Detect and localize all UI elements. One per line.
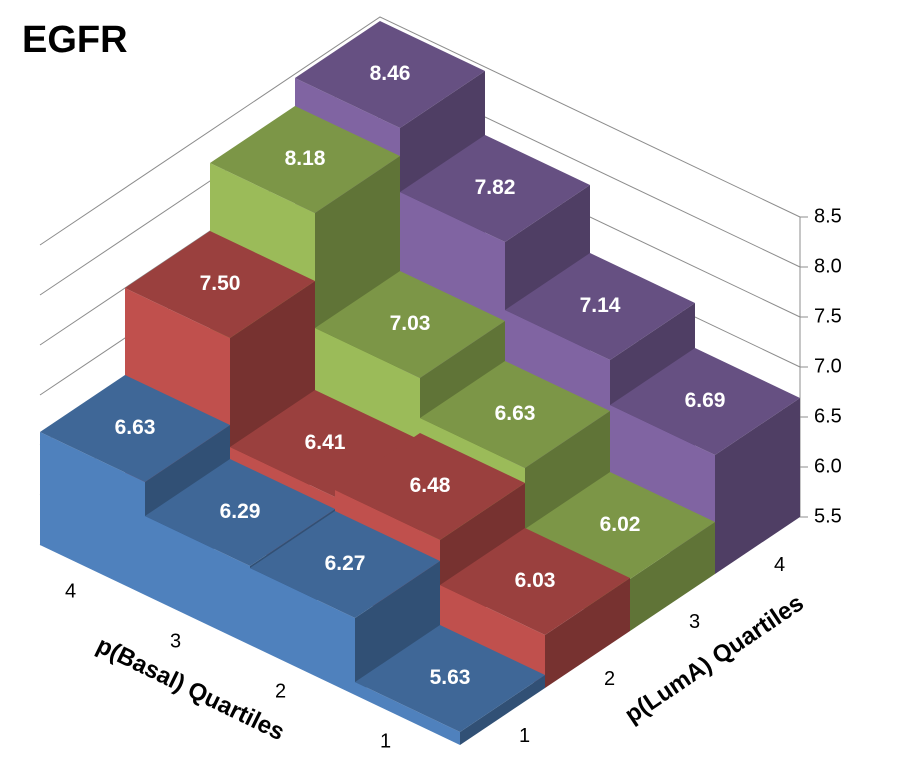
bar-top bbox=[40, 375, 230, 482]
value-label: 6.63 bbox=[115, 416, 156, 439]
value-label: 7.82 bbox=[475, 176, 516, 199]
bar-top bbox=[505, 253, 695, 360]
value-label: 8.46 bbox=[370, 62, 411, 85]
bar-top bbox=[525, 472, 715, 579]
bar-side bbox=[630, 522, 715, 631]
z-tick-label: 2 bbox=[604, 668, 615, 690]
value-label: 7.50 bbox=[200, 272, 241, 295]
bar-front bbox=[250, 568, 355, 695]
y-tick-label: 7.5 bbox=[814, 305, 842, 327]
x-tick-label: 4 bbox=[65, 580, 76, 602]
x-tick-label: 2 bbox=[275, 680, 286, 702]
bar-top bbox=[210, 106, 400, 213]
y-tick-label: 6.5 bbox=[814, 405, 842, 427]
bar-top bbox=[420, 361, 610, 468]
x-tick-label: 1 bbox=[380, 730, 391, 752]
z-tick-label: 4 bbox=[774, 554, 785, 576]
bar-side bbox=[715, 398, 800, 574]
bar-top bbox=[295, 21, 485, 128]
bar-top bbox=[610, 348, 800, 455]
bar-side bbox=[355, 561, 440, 695]
y-tick-label: 7.0 bbox=[814, 355, 842, 377]
value-label: 8.18 bbox=[285, 147, 326, 170]
value-label: 6.27 bbox=[325, 552, 366, 575]
y-tick-label: 5.5 bbox=[814, 505, 842, 527]
bar-top bbox=[145, 459, 335, 566]
bar-top bbox=[250, 511, 440, 618]
bar-front bbox=[40, 432, 145, 595]
y-tick-label: 8.5 bbox=[814, 205, 842, 227]
bar-top bbox=[335, 433, 525, 540]
bar-front bbox=[355, 682, 460, 745]
x-tick-label: 3 bbox=[170, 630, 181, 652]
z-tick-label: 3 bbox=[689, 611, 700, 633]
y-tick-label: 6.0 bbox=[814, 455, 842, 477]
bar-top bbox=[315, 271, 505, 378]
bar-side bbox=[545, 578, 630, 688]
value-label: 6.02 bbox=[600, 513, 641, 536]
value-label: 6.41 bbox=[305, 431, 346, 454]
bar-top bbox=[440, 528, 630, 635]
chart-title: EGFR bbox=[22, 19, 128, 61]
value-label: 6.29 bbox=[220, 500, 261, 523]
z-tick-label: 1 bbox=[519, 725, 530, 747]
value-label: 6.03 bbox=[515, 569, 556, 592]
value-label: 6.63 bbox=[495, 402, 536, 425]
bar-top bbox=[400, 135, 590, 242]
value-label: 5.63 bbox=[430, 666, 471, 689]
y-tick-label: 8.0 bbox=[814, 255, 842, 277]
value-label: 6.48 bbox=[410, 474, 451, 497]
value-label: 6.69 bbox=[685, 389, 726, 412]
bar-top bbox=[355, 625, 545, 732]
bar-front bbox=[440, 585, 545, 688]
bar-top bbox=[125, 231, 315, 338]
value-label: 7.03 bbox=[390, 312, 431, 335]
value-label: 7.14 bbox=[580, 294, 621, 317]
bar-side bbox=[460, 675, 545, 745]
bar-front bbox=[145, 516, 250, 645]
grid-line bbox=[39, 16, 801, 246]
